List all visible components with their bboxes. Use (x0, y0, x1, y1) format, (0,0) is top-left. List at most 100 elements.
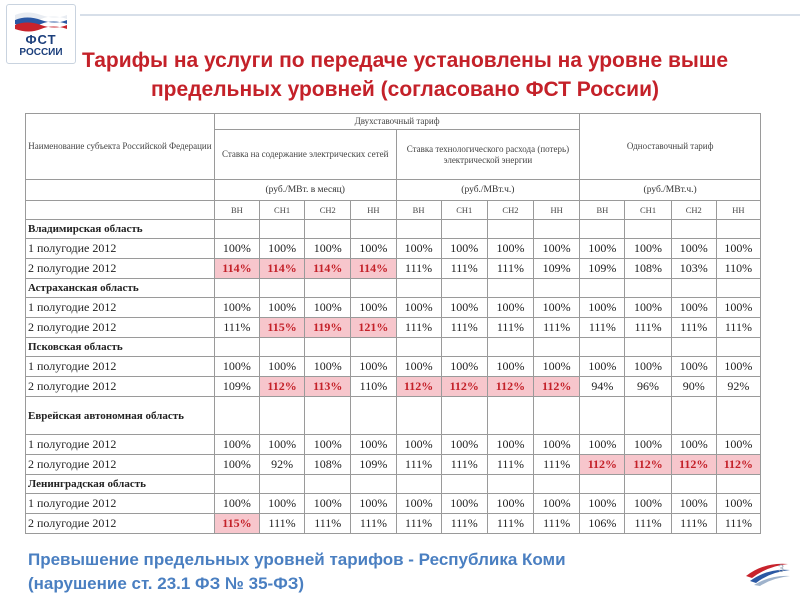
tariff-value: 100% (304, 493, 352, 514)
tariff-value: 111% (395, 454, 442, 475)
level-header: СН2 (670, 200, 717, 220)
empty-cell (533, 474, 581, 494)
empty-cell (670, 337, 717, 357)
level-header: СН2 (304, 200, 352, 220)
tariff-value: 100% (258, 493, 306, 514)
period-label: 1 полугодие 2012 (25, 356, 215, 377)
tariff-value: 100% (350, 297, 397, 318)
empty-cell (440, 474, 488, 494)
tariff-value: 100% (579, 434, 626, 455)
tariff-value: 100% (395, 238, 442, 259)
empty-cell (350, 396, 397, 435)
slide-title-line2: предельных уровней (согласовано ФСТ Росс… (151, 78, 659, 101)
region-row: Астраханская область (25, 278, 762, 298)
empty-cell (624, 278, 672, 298)
period-label: 2 полугодие 2012 (25, 317, 215, 338)
footer-line2: (нарушение ст. 23.1 ФЗ № 35-ФЗ) (28, 574, 305, 593)
empty-cell (579, 278, 626, 298)
tariff-value-exceeded: 114% (213, 258, 261, 279)
tariff-value: 100% (304, 297, 352, 318)
empty-cell (715, 278, 762, 298)
tariff-value: 100% (440, 238, 488, 259)
empty-cell (624, 474, 672, 494)
level-header: СН2 (486, 200, 535, 220)
empty-cell (533, 396, 581, 435)
tariff-value: 111% (440, 513, 488, 534)
tariff-value-exceeded: 119% (304, 317, 352, 338)
empty-cell (715, 396, 762, 435)
tariff-value: 100% (670, 493, 717, 514)
tariff-value: 100% (213, 434, 261, 455)
tariff-value-exceeded: 113% (304, 376, 352, 397)
swoosh-logo-icon (746, 563, 790, 586)
table-row: 1 полугодие 2012 100% 100% 100% 100% 100% 100%… (25, 238, 762, 259)
slide-title: Тарифы на услуги по передаче установлены… (20, 46, 790, 104)
empty-cell (258, 396, 306, 435)
region-name: Еврейская автономная область (25, 396, 215, 435)
empty-cell (350, 278, 397, 298)
empty-cell (304, 278, 352, 298)
tariff-value: 100% (715, 356, 762, 377)
tariff-value: 100% (440, 356, 488, 377)
tariff-value: 100% (624, 434, 672, 455)
period-label: 2 полугодие 2012 (25, 258, 215, 279)
empty-cell (715, 474, 762, 494)
empty-cell (440, 337, 488, 357)
tariff-value-exceeded: 112% (579, 454, 626, 475)
table-row: 1 полугодие 2012 100% 100% 100% 100% 100% 100%… (25, 434, 762, 455)
empty-cell (486, 474, 535, 494)
tariff-value: 100% (486, 434, 535, 455)
empty-cell (213, 219, 261, 239)
tariff-value: 100% (715, 434, 762, 455)
empty-cell (579, 396, 626, 435)
tariff-value: 100% (533, 434, 581, 455)
tariff-value-exceeded: 112% (533, 376, 581, 397)
tariff-value: 100% (533, 297, 581, 318)
level-header: СН1 (258, 200, 306, 220)
logo-text-russia: РОССИИ (19, 47, 63, 58)
tariff-value: 100% (670, 356, 717, 377)
period-label: 2 полугодие 2012 (25, 513, 215, 534)
empty-cell (440, 219, 488, 239)
empty-cell (624, 219, 672, 239)
empty-cell (440, 278, 488, 298)
tariff-value-exceeded: 121% (350, 317, 397, 338)
tariff-value: 100% (350, 434, 397, 455)
tariff-value: 100% (624, 238, 672, 259)
table-row: 1 полугодие 2012 100% 100% 100% 100% 100% 100%… (25, 297, 762, 318)
table-row: 1 полугодие 2012 100% 100% 100% 100% 100% 100%… (25, 356, 762, 377)
tariff-value: 100% (258, 356, 306, 377)
empty-cell (213, 337, 261, 357)
empty-cell (304, 337, 352, 357)
region-row: Владимирская область (25, 219, 762, 239)
tariff-value: 111% (213, 317, 261, 338)
tariff-value: 111% (670, 513, 717, 534)
tariff-value: 100% (213, 297, 261, 318)
tariff-value: 100% (624, 493, 672, 514)
period-label: 1 полугодие 2012 (25, 493, 215, 514)
tariff-value: 100% (440, 297, 488, 318)
header-rule (80, 14, 800, 16)
tariff-value: 100% (486, 356, 535, 377)
tariff-value-exceeded: 112% (395, 376, 442, 397)
empty-cell (579, 337, 626, 357)
tariff-value: 110% (350, 376, 397, 397)
tariff-value: 111% (715, 513, 762, 534)
tariff-value: 100% (395, 356, 442, 377)
empty-cell (624, 337, 672, 357)
empty-cell (533, 278, 581, 298)
tariff-value: 100% (624, 297, 672, 318)
period-label: 2 полугодие 2012 (25, 454, 215, 475)
tariff-value: 111% (440, 258, 488, 279)
tariff-value: 109% (213, 376, 261, 397)
level-header: ВН (395, 200, 442, 220)
tariff-value: 108% (624, 258, 672, 279)
tariff-value: 100% (440, 434, 488, 455)
tariff-value: 103% (670, 258, 717, 279)
tariff-value: 100% (350, 493, 397, 514)
two-rate-tariff-header: Двухставочный тариф (213, 113, 581, 130)
tariff-value-exceeded: 114% (350, 258, 397, 279)
tariff-value: 106% (579, 513, 626, 534)
tariff-value: 111% (533, 317, 581, 338)
empty-cell (304, 474, 352, 494)
